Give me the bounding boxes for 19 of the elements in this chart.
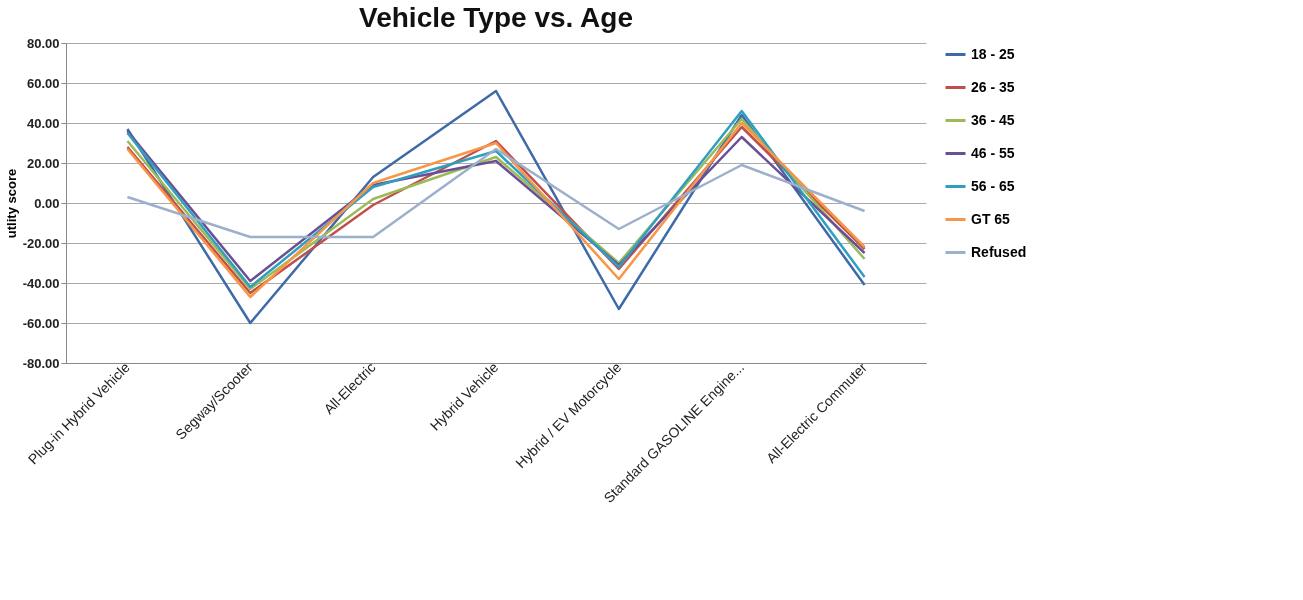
legend-label: 36 - 45 bbox=[971, 111, 1015, 128]
legend-label: GT 65 bbox=[971, 210, 1011, 227]
y-tick-label: -40.00 bbox=[22, 275, 60, 291]
line-series bbox=[126, 147, 866, 239]
y-tick-label: 40.00 bbox=[26, 115, 60, 131]
y-tick-label: -60.00 bbox=[22, 315, 60, 331]
legend-label: 18 - 25 bbox=[971, 45, 1015, 62]
y-tick-label: 20.00 bbox=[26, 155, 60, 171]
legend-label: 56 - 65 bbox=[971, 177, 1015, 194]
y-tick-label: 80.00 bbox=[26, 35, 60, 51]
chart-title: Vehicle Type vs. Age bbox=[359, 2, 633, 33]
y-axis-title: utlity score bbox=[3, 168, 19, 239]
y-tick-label: -20.00 bbox=[22, 235, 60, 251]
y-tick-label: 0.00 bbox=[34, 195, 60, 211]
legend-label: 26 - 35 bbox=[971, 78, 1015, 95]
legend-label: 46 - 55 bbox=[971, 144, 1015, 161]
y-tick-label: 60.00 bbox=[26, 75, 60, 91]
legend-label: Refused bbox=[971, 243, 1027, 260]
y-tick-label: -80.00 bbox=[22, 355, 60, 371]
